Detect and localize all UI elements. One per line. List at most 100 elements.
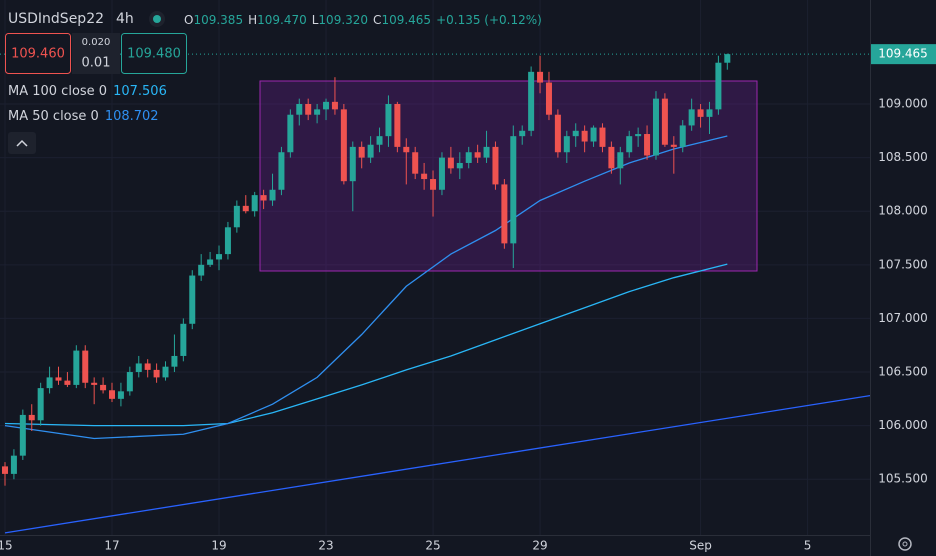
candle-body — [724, 54, 731, 63]
x-tick-label: 15 — [0, 539, 13, 553]
y-tick-label: 106.000 — [878, 418, 928, 432]
ohlc-value: +0.135 (+0.12%) — [436, 13, 542, 27]
candle-body — [287, 114, 294, 153]
ma-line — [4, 263, 728, 427]
x-tick-label: Sep — [689, 539, 712, 553]
candle-body — [679, 125, 686, 147]
candle-body — [269, 189, 276, 201]
ohlc-value: 109.320 — [318, 13, 368, 27]
candle-body — [430, 179, 437, 190]
candle-body — [28, 414, 35, 421]
ohlc-legend: O109.385 H109.470 L109.320 C109.465 +0.135 (… — [184, 13, 542, 27]
candle-body — [661, 98, 668, 145]
candle-body — [109, 390, 116, 399]
candle-body — [126, 372, 133, 392]
ohlc-value: 109.470 — [257, 13, 307, 27]
candle-body — [278, 152, 285, 190]
ohlc-key: H — [248, 13, 257, 27]
buy-button[interactable] — [121, 33, 187, 74]
candle-body — [135, 363, 142, 373]
x-tick-label: 29 — [532, 539, 547, 553]
indicator-entry[interactable]: MA 50 close 0 108.702 — [8, 109, 159, 124]
x-tick-label: 23 — [318, 539, 333, 553]
candle-body — [162, 366, 169, 378]
collapse-icon — [16, 139, 28, 147]
candle-body — [242, 205, 249, 212]
candle-body — [305, 103, 312, 115]
settings-icon[interactable] — [898, 537, 912, 551]
candle-body — [100, 384, 107, 391]
candle-body — [652, 98, 659, 156]
candle-body — [697, 109, 704, 117]
collapse-button[interactable] — [8, 132, 36, 154]
gear-center — [902, 541, 908, 547]
candle-body — [545, 82, 552, 115]
candle-body — [447, 157, 454, 169]
axes: 105.500 106.000 106.500 107.000 107.500 108.0… — [0, 44, 936, 553]
indicator-entry[interactable]: MA 100 close 0 107.506 — [8, 84, 167, 99]
candle-body — [349, 146, 356, 182]
candle-body — [216, 254, 223, 260]
candle-body — [438, 157, 445, 190]
sell-button[interactable] — [5, 33, 71, 74]
candle-body — [537, 71, 544, 83]
x-tick-label: 25 — [425, 539, 440, 553]
candle-body — [91, 382, 98, 385]
ohlc-value: 109.385 — [193, 13, 243, 27]
symbol[interactable]: USDIndSep22 — [8, 11, 104, 27]
candle-body — [617, 152, 624, 169]
candle-body — [233, 205, 240, 228]
ma-line — [4, 135, 728, 440]
y-tick-label: 107.000 — [878, 311, 928, 325]
interval[interactable]: 4h — [116, 11, 134, 27]
ohlc-value: 109.465 — [381, 13, 431, 27]
candle-body — [554, 114, 561, 153]
candle-body — [1, 466, 8, 474]
candle-body — [590, 127, 597, 142]
candle-body — [510, 136, 517, 244]
candle-body — [260, 195, 267, 201]
candle-body — [456, 162, 463, 169]
candle-body — [474, 152, 481, 158]
candle-body — [367, 144, 374, 158]
candle-body — [144, 363, 151, 370]
candle-body — [358, 146, 365, 158]
candle-body — [421, 173, 428, 180]
candle-body — [635, 134, 642, 137]
candle-body — [55, 377, 62, 381]
indicator-legend: MA 100 close 0 107.506 MA 50 close 0 108.70… — [8, 84, 167, 124]
y-tick-label: 109.000 — [878, 96, 928, 110]
candle-body — [385, 103, 392, 137]
y-tick-label: 107.500 — [878, 257, 928, 271]
candle-body — [465, 152, 472, 163]
candle-body — [153, 369, 160, 378]
indicator-value: 108.702 — [105, 109, 159, 124]
quantity-box[interactable] — [72, 33, 120, 74]
quantity: 0.01 — [82, 56, 111, 71]
candle-body — [581, 130, 588, 142]
candle-body — [296, 103, 303, 115]
y-tick-label: 108.500 — [878, 150, 928, 164]
candle-body — [82, 350, 89, 383]
indicator-value: 107.506 — [113, 84, 167, 99]
candle-body — [198, 264, 205, 276]
candle-body — [37, 388, 44, 421]
candle-body — [706, 109, 713, 117]
candle-body — [340, 109, 347, 182]
y-tick-label: 108.000 — [878, 204, 928, 218]
last-price-label: 109.465 — [878, 47, 928, 61]
indicator-name: MA 100 close 0 — [8, 84, 107, 99]
candle-body — [19, 414, 26, 456]
candle-body — [314, 109, 321, 115]
last-price-box — [871, 44, 936, 65]
candle-body — [117, 391, 124, 399]
candle-body — [644, 134, 651, 156]
candle-body — [73, 350, 80, 385]
plot — [0, 53, 870, 534]
ma-line — [4, 394, 870, 534]
candle-body — [323, 101, 330, 110]
candle-body — [46, 377, 53, 389]
y-tick-label: 105.500 — [878, 472, 928, 486]
